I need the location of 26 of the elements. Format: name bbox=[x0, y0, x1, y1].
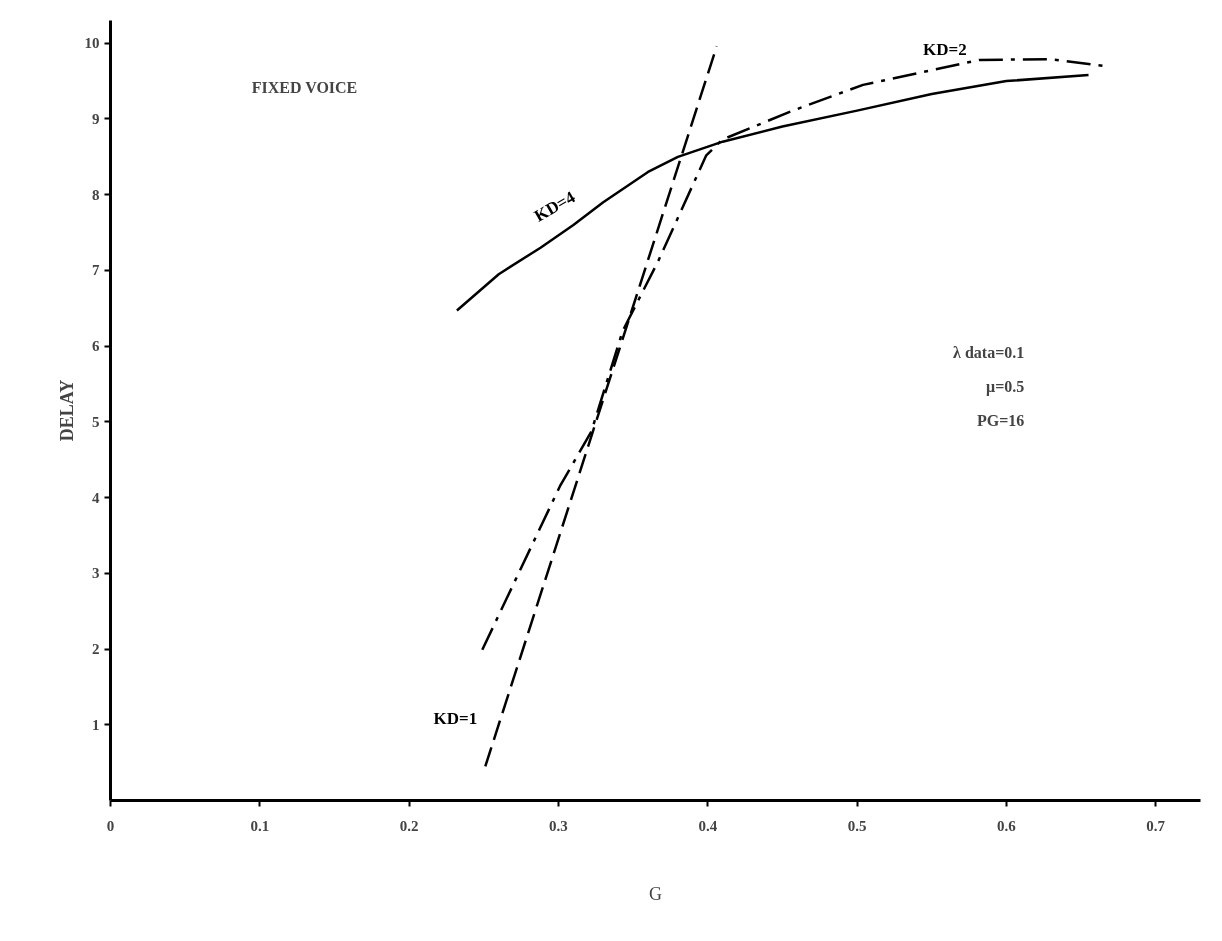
annotation: FIXED VOICE bbox=[251, 79, 358, 97]
x-tick-label: 0.3 bbox=[549, 817, 568, 834]
y-tick-label: 10 bbox=[84, 35, 100, 52]
y-tick-label: 1 bbox=[92, 716, 100, 733]
x-tick-label: 0.1 bbox=[250, 817, 270, 834]
y-tick-label: 8 bbox=[92, 186, 100, 203]
y-tick-label: 6 bbox=[92, 338, 100, 355]
annotation: PG=16 bbox=[976, 412, 1025, 430]
annotation: λ data=0.1 bbox=[953, 344, 1025, 362]
series-label: KD=2 bbox=[923, 39, 967, 59]
annotation: μ=0.5 bbox=[986, 378, 1025, 397]
y-tick-label: 3 bbox=[92, 565, 100, 582]
x-tick-label: 0.7 bbox=[1146, 817, 1166, 834]
x-tick-label: 0.2 bbox=[399, 817, 419, 834]
y-tick-label: 4 bbox=[92, 489, 100, 506]
x-axis-title: G bbox=[649, 883, 662, 904]
y-tick-label: 9 bbox=[92, 110, 100, 127]
x-tick-label: 0 bbox=[106, 817, 115, 834]
y-axis-title: DELAY bbox=[56, 379, 77, 442]
x-tick-label: 0.4 bbox=[698, 817, 718, 834]
y-tick-label: 7 bbox=[92, 262, 100, 279]
y-tick-label: 2 bbox=[92, 641, 100, 658]
x-tick-label: 0.5 bbox=[847, 817, 867, 834]
series-label: KD=1 bbox=[433, 709, 478, 729]
y-tick-label: 5 bbox=[92, 413, 100, 430]
x-tick-label: 0.6 bbox=[997, 817, 1017, 834]
